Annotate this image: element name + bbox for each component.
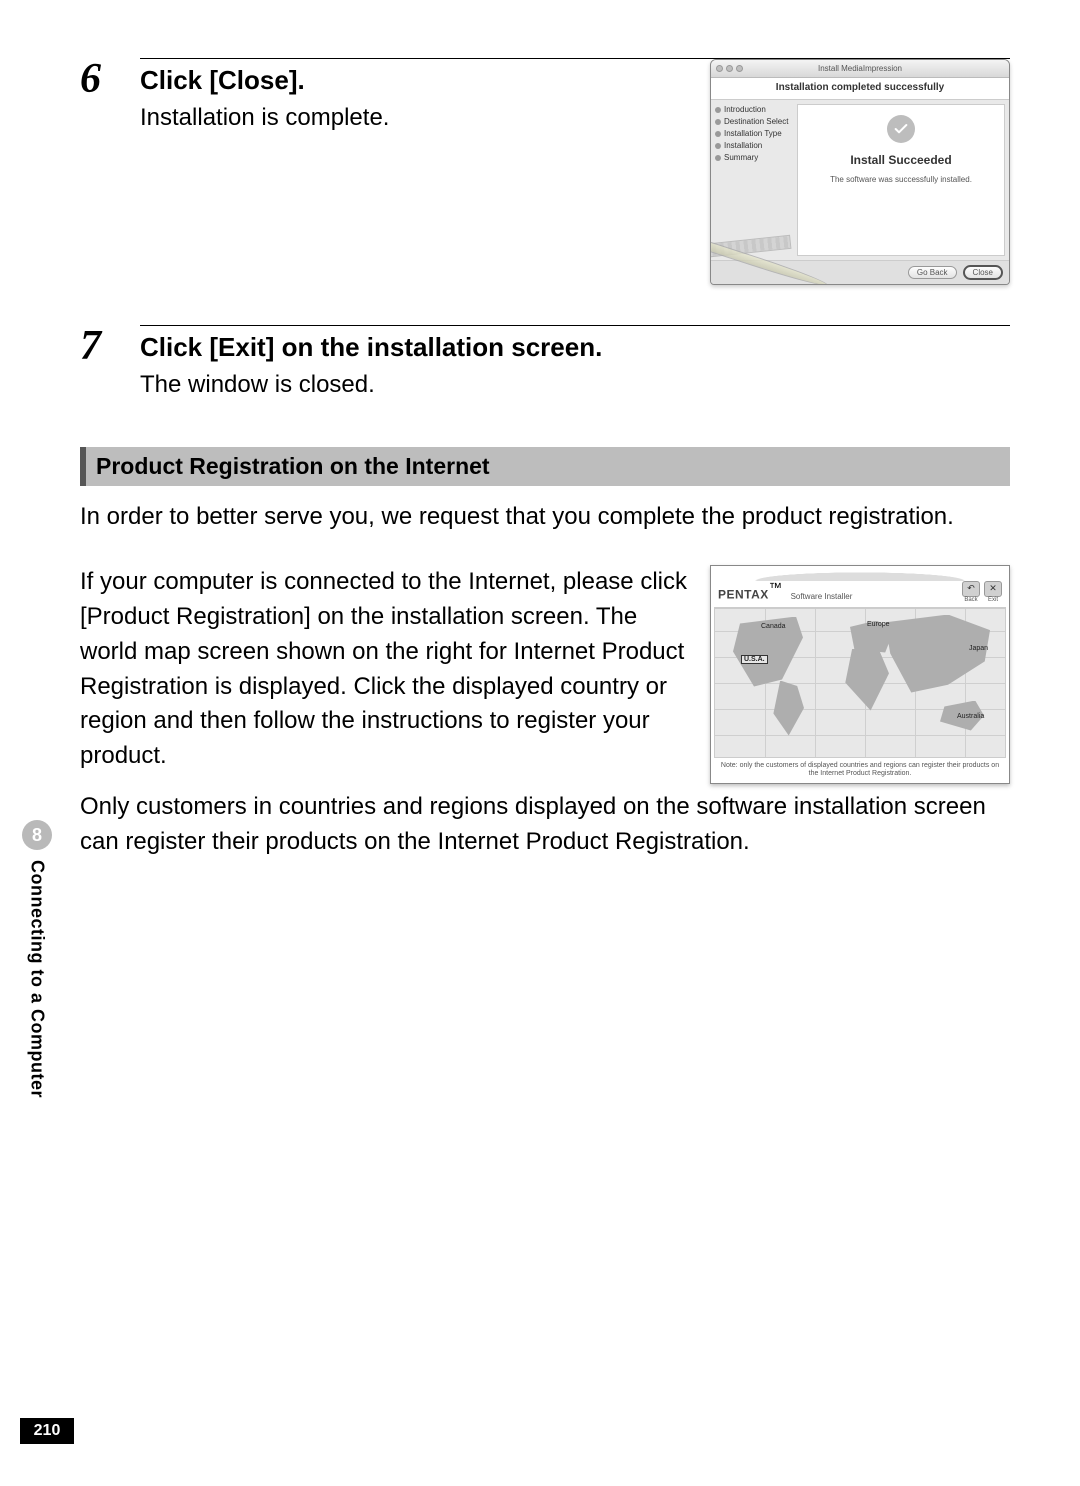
back-icon[interactable]: ↶: [962, 581, 980, 597]
installer-screenshot: Install MediaImpression Installation com…: [710, 59, 1010, 285]
installer-side-item: Installation Type: [715, 128, 793, 140]
intro-paragraph: In order to better serve you, we request…: [80, 500, 1010, 535]
pentax-logo: PENTAX: [718, 588, 769, 602]
back-label: Back: [962, 597, 980, 603]
installer-side-item: Installation: [715, 140, 793, 152]
continent-sa: [770, 681, 804, 736]
success-check-icon: [887, 115, 915, 143]
pentax-installer-screenshot: PENTAX™ Software Installer ↶ Back ✕ Exit: [710, 565, 1010, 784]
chapter-label: Connecting to a Computer: [27, 860, 48, 1098]
map-tag-europe[interactable]: Europe: [865, 621, 892, 628]
exit-icon[interactable]: ✕: [984, 581, 1002, 597]
chapter-side-tab: 8 Connecting to a Computer: [20, 820, 54, 1098]
step-6: 6 Click [Close]. Installation is complet…: [80, 58, 1010, 285]
step-7-desc: The window is closed.: [140, 369, 1010, 401]
step-rule: [140, 325, 1010, 326]
install-succeeded-line: The software was successfully installed.: [830, 175, 972, 184]
installer-title: Install MediaImpression: [711, 64, 1009, 73]
step-6-heading: Click [Close].: [140, 65, 690, 96]
installer-side-item: Introduction: [715, 104, 793, 116]
step-7-heading: Click [Exit] on the installation screen.: [140, 332, 1010, 363]
tail-paragraph: Only customers in countries and regions …: [80, 790, 1010, 860]
step-6-desc: Installation is complete.: [140, 102, 690, 134]
installer-main-panel: Install Succeeded The software was succe…: [797, 104, 1005, 256]
section-heading-bar: Product Registration on the Internet: [80, 447, 1010, 486]
pentax-header: PENTAX™ Software Installer ↶ Back ✕ Exit: [714, 577, 1006, 607]
chapter-badge: 8: [22, 820, 52, 850]
installer-sidebar: Introduction Destination Select Installa…: [711, 100, 797, 260]
map-tag-japan[interactable]: Japan: [967, 645, 990, 652]
world-map[interactable]: Canada U.S.A. Europe Japan Australia: [714, 608, 1006, 758]
map-tag-usa[interactable]: U.S.A.: [741, 655, 768, 664]
exit-label: Exit: [984, 597, 1002, 603]
step-number-6: 6: [80, 58, 140, 100]
go-back-button[interactable]: Go Back: [908, 266, 957, 279]
step-number-7: 7: [80, 325, 140, 367]
installer-subheading: Installation completed successfully: [711, 78, 1009, 100]
map-tag-australia[interactable]: Australia: [955, 713, 986, 720]
continent-as: [885, 615, 990, 693]
body-paragraph: If your computer is connected to the Int…: [80, 568, 687, 769]
installer-titlebar: Install MediaImpression: [711, 60, 1009, 78]
continent-af: [843, 649, 889, 711]
step-7: 7 Click [Exit] on the installation scree…: [80, 325, 1010, 401]
pentax-caption: Note: only the customers of displayed co…: [714, 758, 1006, 781]
installer-side-item: Summary: [715, 152, 793, 164]
pentax-subtitle: Software Installer: [791, 592, 853, 601]
close-button[interactable]: Close: [963, 265, 1003, 280]
install-succeeded-title: Install Succeeded: [850, 153, 951, 167]
installer-side-item: Destination Select: [715, 116, 793, 128]
page-number: 210: [20, 1418, 74, 1444]
map-tag-canada[interactable]: Canada: [759, 623, 788, 630]
